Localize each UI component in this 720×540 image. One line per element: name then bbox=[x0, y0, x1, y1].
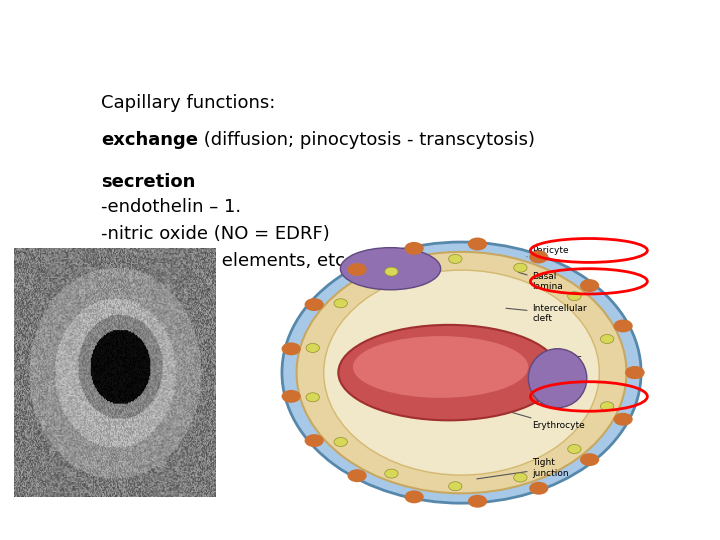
Circle shape bbox=[334, 437, 347, 447]
Text: secretion: secretion bbox=[101, 173, 196, 191]
Circle shape bbox=[567, 444, 581, 454]
Ellipse shape bbox=[341, 248, 441, 290]
Circle shape bbox=[348, 469, 366, 482]
Circle shape bbox=[613, 413, 633, 426]
Circle shape bbox=[625, 366, 644, 379]
Circle shape bbox=[282, 390, 301, 403]
Text: Tight
junction: Tight junction bbox=[477, 458, 569, 479]
Ellipse shape bbox=[282, 242, 641, 503]
Circle shape bbox=[580, 279, 599, 292]
Circle shape bbox=[305, 434, 324, 447]
Circle shape bbox=[449, 254, 462, 264]
Circle shape bbox=[334, 299, 347, 308]
Circle shape bbox=[600, 402, 614, 411]
Text: Endothelial
cell: Endothelial cell bbox=[533, 387, 583, 406]
Circle shape bbox=[282, 342, 301, 355]
Circle shape bbox=[600, 334, 614, 343]
Circle shape bbox=[529, 251, 549, 264]
Circle shape bbox=[625, 366, 644, 379]
Circle shape bbox=[305, 298, 324, 311]
Text: -endothelin – 1.: -endothelin – 1. bbox=[101, 198, 241, 216]
Circle shape bbox=[613, 320, 633, 333]
Circle shape bbox=[468, 495, 487, 508]
Text: Intercellular
cleft: Intercellular cleft bbox=[506, 304, 587, 323]
Ellipse shape bbox=[528, 349, 587, 408]
Circle shape bbox=[513, 263, 527, 272]
Text: exchange: exchange bbox=[101, 131, 198, 150]
Ellipse shape bbox=[324, 270, 599, 475]
Circle shape bbox=[567, 292, 581, 301]
Text: Pinocytotic
vesicle: Pinocytotic vesicle bbox=[518, 354, 582, 374]
Text: Erythrocyte: Erythrocyte bbox=[493, 407, 585, 430]
Circle shape bbox=[468, 238, 487, 251]
Circle shape bbox=[405, 242, 423, 255]
Text: Pericyte: Pericyte bbox=[527, 246, 569, 256]
Circle shape bbox=[306, 343, 320, 353]
Ellipse shape bbox=[338, 325, 559, 420]
Circle shape bbox=[580, 453, 599, 466]
Text: Basal
lamina: Basal lamina bbox=[518, 272, 563, 291]
Circle shape bbox=[529, 482, 549, 495]
Circle shape bbox=[405, 490, 423, 503]
Ellipse shape bbox=[297, 252, 626, 494]
Text: -conn. tissue elements, etc.: -conn. tissue elements, etc. bbox=[101, 252, 351, 270]
Circle shape bbox=[384, 469, 398, 478]
Circle shape bbox=[384, 267, 398, 276]
Text: (diffusion; pinocytosis - transcytosis): (diffusion; pinocytosis - transcytosis) bbox=[198, 131, 535, 150]
Circle shape bbox=[348, 263, 366, 276]
Text: -nitric oxide (NO = EDRF): -nitric oxide (NO = EDRF) bbox=[101, 225, 330, 243]
Circle shape bbox=[513, 473, 527, 482]
Circle shape bbox=[306, 393, 320, 402]
Circle shape bbox=[449, 482, 462, 491]
Ellipse shape bbox=[353, 336, 528, 398]
Text: Capillary functions:: Capillary functions: bbox=[101, 94, 276, 112]
